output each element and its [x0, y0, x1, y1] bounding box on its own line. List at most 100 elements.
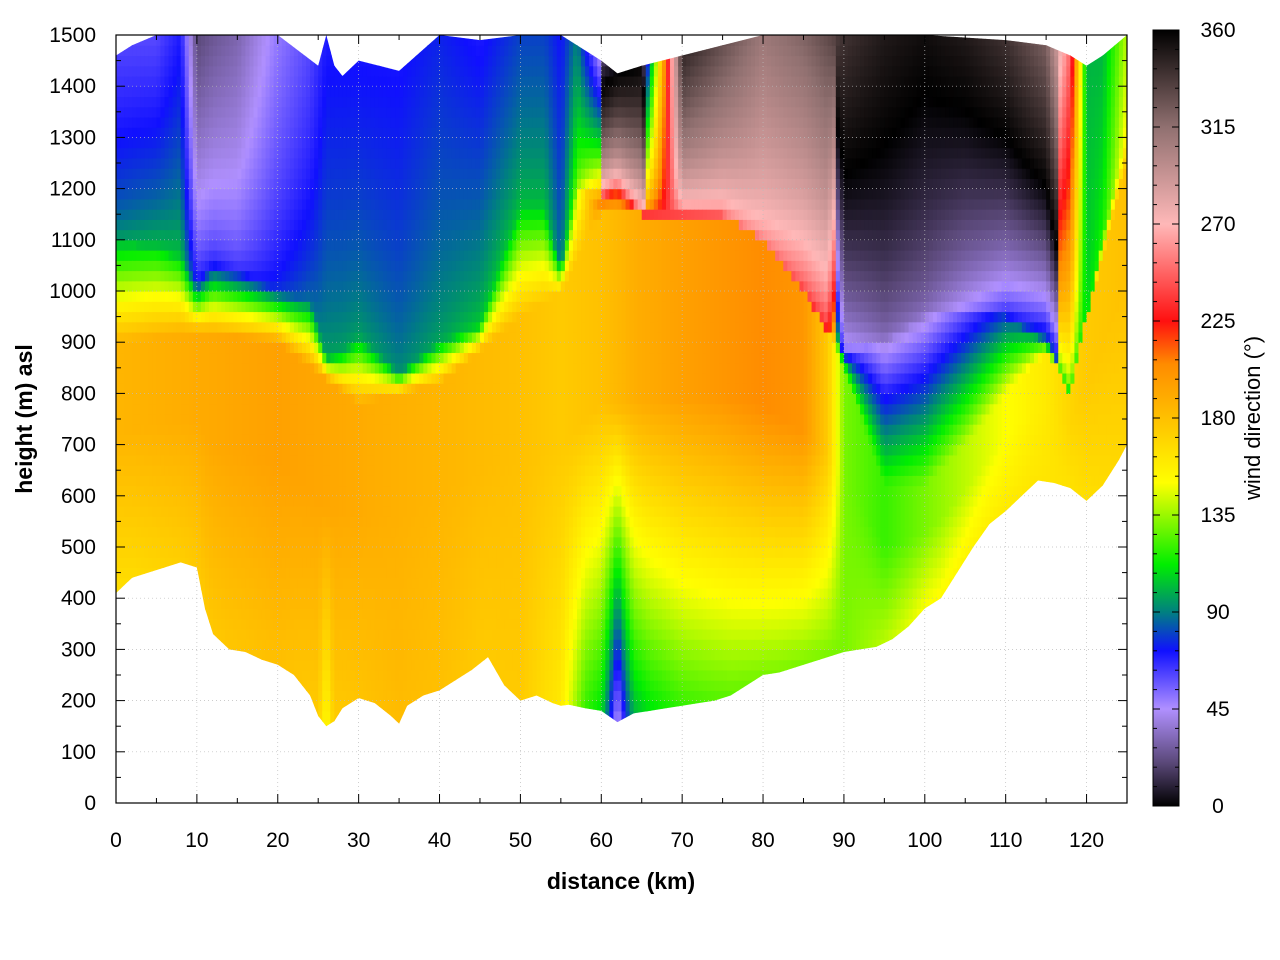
field-cell: [136, 65, 141, 77]
field-cell: [225, 547, 230, 558]
field-cell: [168, 127, 174, 138]
field-cell: [281, 178, 287, 190]
field-cell: [168, 311, 174, 323]
field-cell: [427, 557, 433, 569]
field-cell: [382, 239, 388, 251]
field-cell: [225, 577, 230, 589]
field-cell: [362, 485, 368, 497]
field-cell: [285, 311, 291, 323]
field-cell: [342, 557, 348, 569]
field-cell: [314, 628, 319, 640]
field-cell: [172, 137, 178, 149]
field-cell: [330, 106, 335, 118]
field-cell: [176, 506, 182, 517]
field-cell: [257, 372, 263, 384]
field-cell: [176, 557, 182, 569]
field-cell: [403, 137, 408, 149]
field-cell: [386, 168, 392, 179]
field-cell: [374, 178, 380, 190]
field-cell: [241, 434, 246, 446]
field-cell: [431, 116, 437, 128]
field-cell: [362, 536, 368, 548]
field-cell: [241, 649, 246, 661]
field-cell: [346, 250, 352, 261]
field-cell: [366, 147, 372, 159]
field-cell: [395, 86, 400, 98]
field-cell: [233, 444, 238, 456]
field-cell: [346, 229, 352, 241]
field-cell: [366, 628, 372, 640]
field-cell: [156, 352, 162, 364]
field-cell: [148, 137, 153, 149]
field-cell: [415, 434, 420, 446]
field-cell: [253, 434, 259, 446]
field-cell: [431, 393, 437, 405]
field-cell: [322, 311, 327, 323]
field-cell: [188, 35, 194, 46]
field-cell: [273, 331, 279, 343]
field-cell: [370, 680, 376, 691]
field-cell: [366, 270, 372, 282]
field-cell: [265, 291, 271, 302]
field-cell: [124, 280, 129, 292]
field-cell: [310, 239, 315, 251]
field-cell: [209, 526, 214, 538]
field-cell: [346, 454, 352, 466]
field-cell: [318, 608, 323, 620]
field-cell: [390, 495, 396, 507]
field-cell: [289, 291, 295, 302]
field-cell: [200, 587, 206, 599]
field-cell: [148, 239, 153, 251]
field-cell: [395, 526, 400, 538]
field-cell: [366, 659, 372, 671]
field-cell: [148, 526, 153, 538]
field-cell: [330, 168, 335, 179]
field-cell: [338, 434, 344, 446]
field-cell: [233, 587, 238, 599]
field-cell: [265, 557, 271, 569]
field-cell: [261, 413, 267, 425]
field-cell: [306, 280, 311, 292]
field-cell: [310, 710, 315, 722]
field-cell: [334, 567, 340, 579]
field-cell: [427, 137, 433, 149]
field-cell: [350, 178, 356, 190]
field-cell: [229, 362, 234, 374]
field-cell: [213, 301, 218, 313]
field-cell: [403, 475, 408, 487]
field-cell: [293, 168, 299, 179]
field-cell: [136, 465, 141, 476]
field-cell: [395, 198, 400, 210]
field-cell: [144, 229, 149, 241]
field-cell: [374, 506, 380, 517]
field-cell: [435, 229, 441, 241]
field-cell: [382, 55, 388, 67]
field-cell: [362, 608, 368, 620]
field-cell: [395, 424, 400, 435]
field-cell: [269, 649, 275, 661]
field-cell: [277, 250, 283, 261]
field-cell: [209, 280, 214, 292]
field-cell: [229, 639, 234, 650]
field-cell: [140, 393, 145, 405]
field-cell: [148, 424, 153, 435]
field-cell: [116, 434, 121, 446]
field-cell: [390, 250, 396, 261]
field-cell: [184, 106, 190, 118]
field-cell: [136, 444, 141, 456]
field-cell: [160, 475, 166, 487]
field-cell: [188, 75, 194, 87]
field-cell: [225, 495, 230, 507]
field-cell: [322, 577, 327, 589]
field-cell: [419, 35, 424, 46]
field-cell: [330, 75, 335, 87]
field-cell: [120, 147, 125, 159]
field-cell: [273, 147, 279, 159]
field-cell: [192, 424, 198, 435]
field-cell: [225, 639, 230, 650]
field-cell: [415, 413, 420, 425]
field-cell: [164, 55, 170, 67]
field-cell: [403, 577, 408, 589]
field-cell: [253, 506, 259, 517]
field-cell: [221, 137, 226, 149]
